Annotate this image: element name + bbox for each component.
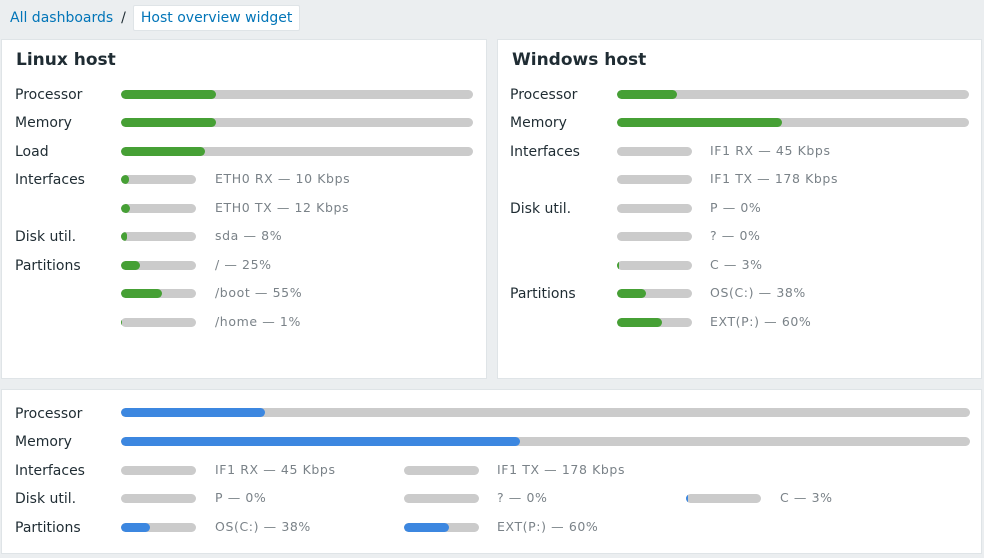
disk-p-bar	[121, 494, 196, 503]
breadcrumb-separator: /	[121, 10, 126, 26]
processor-label: Processor	[15, 87, 83, 103]
interfaces-label: Interfaces	[510, 144, 580, 160]
eth0-tx-value: ETH0 TX — 12 Kbps	[215, 200, 350, 215]
linux-host-widget: Linux host Processor Memory Load Interfa…	[1, 39, 487, 379]
processor-bar	[121, 408, 970, 417]
memory-bar	[121, 437, 970, 446]
disk-unknown-value: ? — 0%	[497, 490, 548, 505]
bar-fill	[404, 523, 449, 532]
sda-bar	[121, 232, 196, 241]
bar-fill	[617, 289, 646, 298]
disk-p-bar	[617, 204, 692, 213]
load-label: Load	[15, 144, 49, 160]
memory-label: Memory	[15, 115, 72, 131]
processor-label: Processor	[510, 87, 578, 103]
breadcrumb-current-dashboard[interactable]: Host overview widget	[132, 5, 301, 31]
home-partition-value: /home — 1%	[215, 314, 301, 329]
disk-c-bar	[617, 261, 692, 270]
interfaces-label: Interfaces	[15, 172, 85, 188]
processor-bar	[617, 90, 969, 99]
memory-bar	[121, 118, 473, 127]
memory-label: Memory	[15, 434, 72, 450]
breadcrumb: All dashboards / Host overview widget	[0, 0, 984, 36]
bar-fill	[617, 318, 662, 327]
disk-util-label: Disk util.	[510, 201, 572, 217]
processor-bar	[121, 90, 473, 99]
bar-fill	[121, 232, 127, 241]
sda-value: sda — 8%	[215, 228, 283, 243]
widget-title: Linux host	[16, 50, 116, 70]
os-c-partition-bar	[121, 523, 196, 532]
disk-unknown-bar	[404, 494, 479, 503]
partitions-label: Partitions	[15, 520, 81, 536]
if1-tx-value: IF1 TX — 178 Kbps	[710, 171, 839, 186]
disk-util-label: Disk util.	[15, 229, 77, 245]
if1-tx-bar	[617, 175, 692, 184]
eth0-rx-bar	[121, 175, 196, 184]
host-summary-widget: Processor Memory Interfaces IF1 RX — 45 …	[1, 389, 982, 554]
disk-p-value: P — 0%	[215, 490, 267, 505]
disk-unknown-value: ? — 0%	[710, 228, 761, 243]
ext-p-partition-bar	[404, 523, 479, 532]
bar-fill	[121, 147, 206, 156]
bar-fill	[121, 408, 266, 417]
eth0-tx-bar	[121, 204, 196, 213]
bar-fill	[121, 90, 217, 99]
partitions-label: Partitions	[510, 286, 576, 302]
os-c-partition-value: OS(C:) — 38%	[710, 285, 806, 300]
partitions-label: Partitions	[15, 258, 81, 274]
bar-fill	[121, 523, 150, 532]
os-c-partition-bar	[617, 289, 692, 298]
bar-fill	[617, 118, 783, 127]
breadcrumb-all-dashboards[interactable]: All dashboards	[10, 10, 114, 26]
bar-fill	[121, 318, 122, 327]
memory-bar	[617, 118, 969, 127]
if1-rx-bar	[617, 147, 692, 156]
processor-label: Processor	[15, 406, 83, 422]
if1-rx-value: IF1 RX — 45 Kbps	[710, 143, 831, 158]
boot-partition-bar	[121, 289, 196, 298]
eth0-rx-value: ETH0 RX — 10 Kbps	[215, 171, 351, 186]
disk-c-value: C — 3%	[780, 490, 833, 505]
root-partition-value: / — 25%	[215, 257, 272, 272]
if1-rx-bar	[121, 466, 196, 475]
disk-c-value: C — 3%	[710, 257, 763, 272]
bar-fill	[121, 437, 521, 446]
bar-fill	[121, 261, 140, 270]
bar-fill	[121, 175, 129, 184]
disk-p-value: P — 0%	[710, 200, 762, 215]
root-partition-bar	[121, 261, 196, 270]
if1-tx-bar	[404, 466, 479, 475]
bar-fill	[686, 494, 689, 503]
bar-fill	[121, 118, 217, 127]
load-bar	[121, 147, 473, 156]
bar-fill	[617, 261, 620, 270]
home-partition-bar	[121, 318, 196, 327]
ext-p-partition-value: EXT(P:) — 60%	[497, 519, 599, 534]
if1-tx-value: IF1 TX — 178 Kbps	[497, 462, 626, 477]
disk-util-label: Disk util.	[15, 491, 77, 507]
disk-unknown-bar	[617, 232, 692, 241]
bar-fill	[121, 204, 130, 213]
interfaces-label: Interfaces	[15, 463, 85, 479]
widget-title: Windows host	[512, 50, 647, 70]
windows-host-widget: Windows host Processor Memory Interfaces…	[497, 39, 982, 379]
if1-rx-value: IF1 RX — 45 Kbps	[215, 462, 336, 477]
os-c-partition-value: OS(C:) — 38%	[215, 519, 311, 534]
bar-fill	[121, 289, 163, 298]
disk-c-bar	[686, 494, 761, 503]
boot-partition-value: /boot — 55%	[215, 285, 303, 300]
ext-p-partition-value: EXT(P:) — 60%	[710, 314, 812, 329]
memory-label: Memory	[510, 115, 567, 131]
ext-p-partition-bar	[617, 318, 692, 327]
bar-fill	[617, 90, 677, 99]
